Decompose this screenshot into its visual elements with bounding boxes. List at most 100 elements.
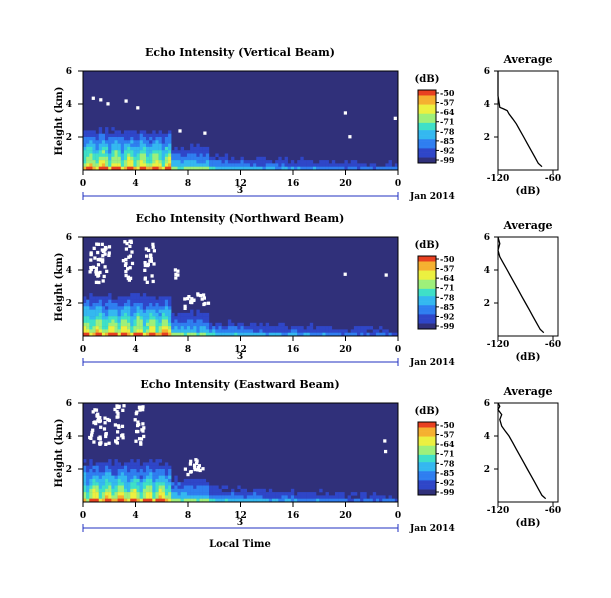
heatmap-cell [111,299,115,304]
colorbar-swatch [418,476,436,479]
heatmap-cell [149,498,153,503]
x-tick-label: 20 [339,511,352,521]
heatmap-cell [155,322,159,327]
heatmap-cell [234,160,238,164]
heatmap-cell [89,140,93,144]
heatmap-cell [95,329,99,333]
heatmap-cell [338,329,342,333]
missing-data-cell [124,261,128,266]
heatmap-cell [344,332,348,337]
heatmap-cell [101,495,106,499]
missing-data-cell [98,419,102,423]
heatmap-cell [287,492,292,496]
heatmap-cell [306,495,310,499]
heatmap-cell [240,488,244,493]
heatmap-cell [133,156,137,161]
missing-data-cell [196,293,200,297]
heatmap-cell [375,332,380,337]
heatmap-cell [341,498,345,503]
heatmap-cell [174,475,178,480]
missing-data-cell [96,250,100,255]
heatmap-cell [146,156,150,161]
heatmap-cell [231,495,235,499]
heatmap-cell [360,166,364,171]
heatmap-cell [243,492,247,496]
heatmap-cell [142,332,147,337]
profile-title: Average [502,385,552,398]
heatmap-cell [240,160,244,164]
colorbar: (dB) -50-57-64-71-78-85-92-99 [415,74,455,165]
missing-data-cell [186,296,190,301]
heatmap-cell [259,156,263,161]
colorbar-swatch [418,102,436,105]
heatmap-cell [161,133,166,138]
heatmap-cell [114,309,118,314]
heatmap-cell [127,150,131,154]
heatmap-cell [114,153,118,157]
heatmap-cell [123,485,128,489]
heatmap-cell [202,488,207,493]
heatmap-cell [240,495,244,499]
profile-y-tick: 4 [484,100,490,110]
heatmap-cell [149,309,153,314]
heatmap-cell [130,326,134,330]
heatmap-cell [202,495,207,499]
colorbar: (dB) -50-57-64-71-78-85-92-99 [415,406,455,497]
colorbar-swatch [418,292,436,295]
heatmap-cell [196,329,200,333]
heatmap-cell [202,326,207,330]
missing-data-cell [194,458,198,462]
heatmap-cell [117,130,121,134]
heatmap-cell [281,326,285,330]
heatmap-cell [246,492,251,496]
heatmap-cell [133,140,137,144]
heatmap-cell [155,163,159,167]
heatmap-cell [105,303,109,307]
heatmap-cell [92,485,96,489]
heatmap-cell [149,150,153,154]
missing-data-cell [138,408,142,412]
heatmap-cell [309,160,314,164]
heatmap-cell [108,303,112,307]
heatmap-cell [347,163,351,167]
heatmap-cell [92,146,96,151]
heatmap-cell [171,488,175,493]
heatmap-cell [146,319,150,323]
heatmap-cell [190,166,194,171]
colorbar-swatch [418,465,436,468]
heatmap-cell [328,498,333,503]
heatmap-cell [259,326,263,330]
heatmap-cell [262,329,266,333]
heatmap-cell [111,137,115,141]
heatmap-cell [353,332,358,337]
heatmap-cell [152,306,156,310]
heatmap-cell [142,166,147,171]
heatmap-cell [114,326,118,330]
profile-x-label: (dB) [516,352,541,363]
heatmap-cell [262,156,266,161]
heatmap-cell [101,326,106,330]
heatmap-cell [139,309,144,314]
missing-data-cell [174,272,178,276]
heatmap-cell [101,166,106,171]
y-axis-label: Height (km) [54,419,65,488]
x-tick-label: 0 [395,511,401,521]
heatmap-cell [199,495,203,499]
heatmap-cell [142,495,147,499]
heatmap-cell [105,492,109,496]
x-tick-label: 0 [395,179,401,189]
heatmap-cell [130,495,134,499]
heatmap-cell [139,326,144,330]
missing-data-cell [384,449,388,454]
heatmap-cell [86,322,90,327]
heatmap-cell [123,296,128,300]
heatmap-cell [114,166,118,171]
heatmap-cell [284,498,288,503]
heatmap-cell [202,312,207,317]
heatmap-cell [152,140,156,144]
heatmap-cell [146,143,150,148]
heatmap-cell [180,156,184,161]
heatmap-cell [249,160,254,164]
heatmap-cell [265,495,270,499]
heatmap-cell [171,498,175,503]
